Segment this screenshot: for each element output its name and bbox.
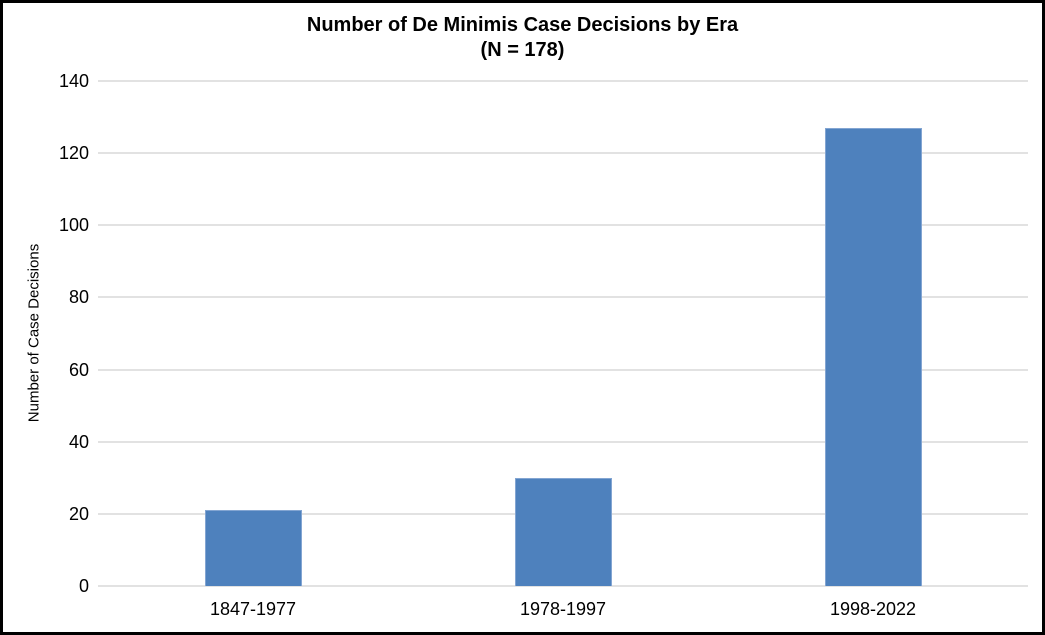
bar-1998-2022 bbox=[825, 128, 922, 586]
x-tick-label-1847-1977: 1847-1977 bbox=[209, 599, 297, 619]
bar-1978-1997 bbox=[515, 478, 612, 586]
gridline-100 bbox=[98, 224, 1028, 227]
gridline-60 bbox=[98, 368, 1028, 371]
y-tick-label-100: 100 bbox=[58, 215, 89, 236]
y-tick-label-80: 80 bbox=[68, 287, 89, 308]
x-tick-label-1998-2022: 1998-2022 bbox=[829, 599, 917, 619]
gridline-0 bbox=[98, 585, 1028, 587]
plot-area bbox=[98, 80, 1028, 587]
gridline-40 bbox=[98, 440, 1028, 443]
gridline-120 bbox=[98, 152, 1028, 155]
y-tick-label-40: 40 bbox=[68, 431, 89, 452]
x-tick-label-1978-1997: 1978-1997 bbox=[519, 599, 607, 619]
y-axis-title: Number of Case Decisions bbox=[25, 243, 43, 423]
gridline-80 bbox=[98, 296, 1028, 299]
title-block: Number of De Minimis Case Decisions by E… bbox=[3, 13, 1042, 63]
gridline-140 bbox=[98, 80, 1028, 82]
y-tick-label-140: 140 bbox=[58, 71, 89, 91]
y-tick-label-60: 60 bbox=[68, 359, 89, 380]
y-tick-label-0: 0 bbox=[78, 576, 89, 596]
chart-subtitle: (N = 178) bbox=[480, 39, 565, 61]
y-tick-label-120: 120 bbox=[58, 143, 89, 164]
chart-title: Number of De Minimis Case Decisions by E… bbox=[306, 14, 739, 36]
y-tick-label-20: 20 bbox=[68, 503, 89, 524]
bar-1847-1977 bbox=[205, 510, 302, 586]
